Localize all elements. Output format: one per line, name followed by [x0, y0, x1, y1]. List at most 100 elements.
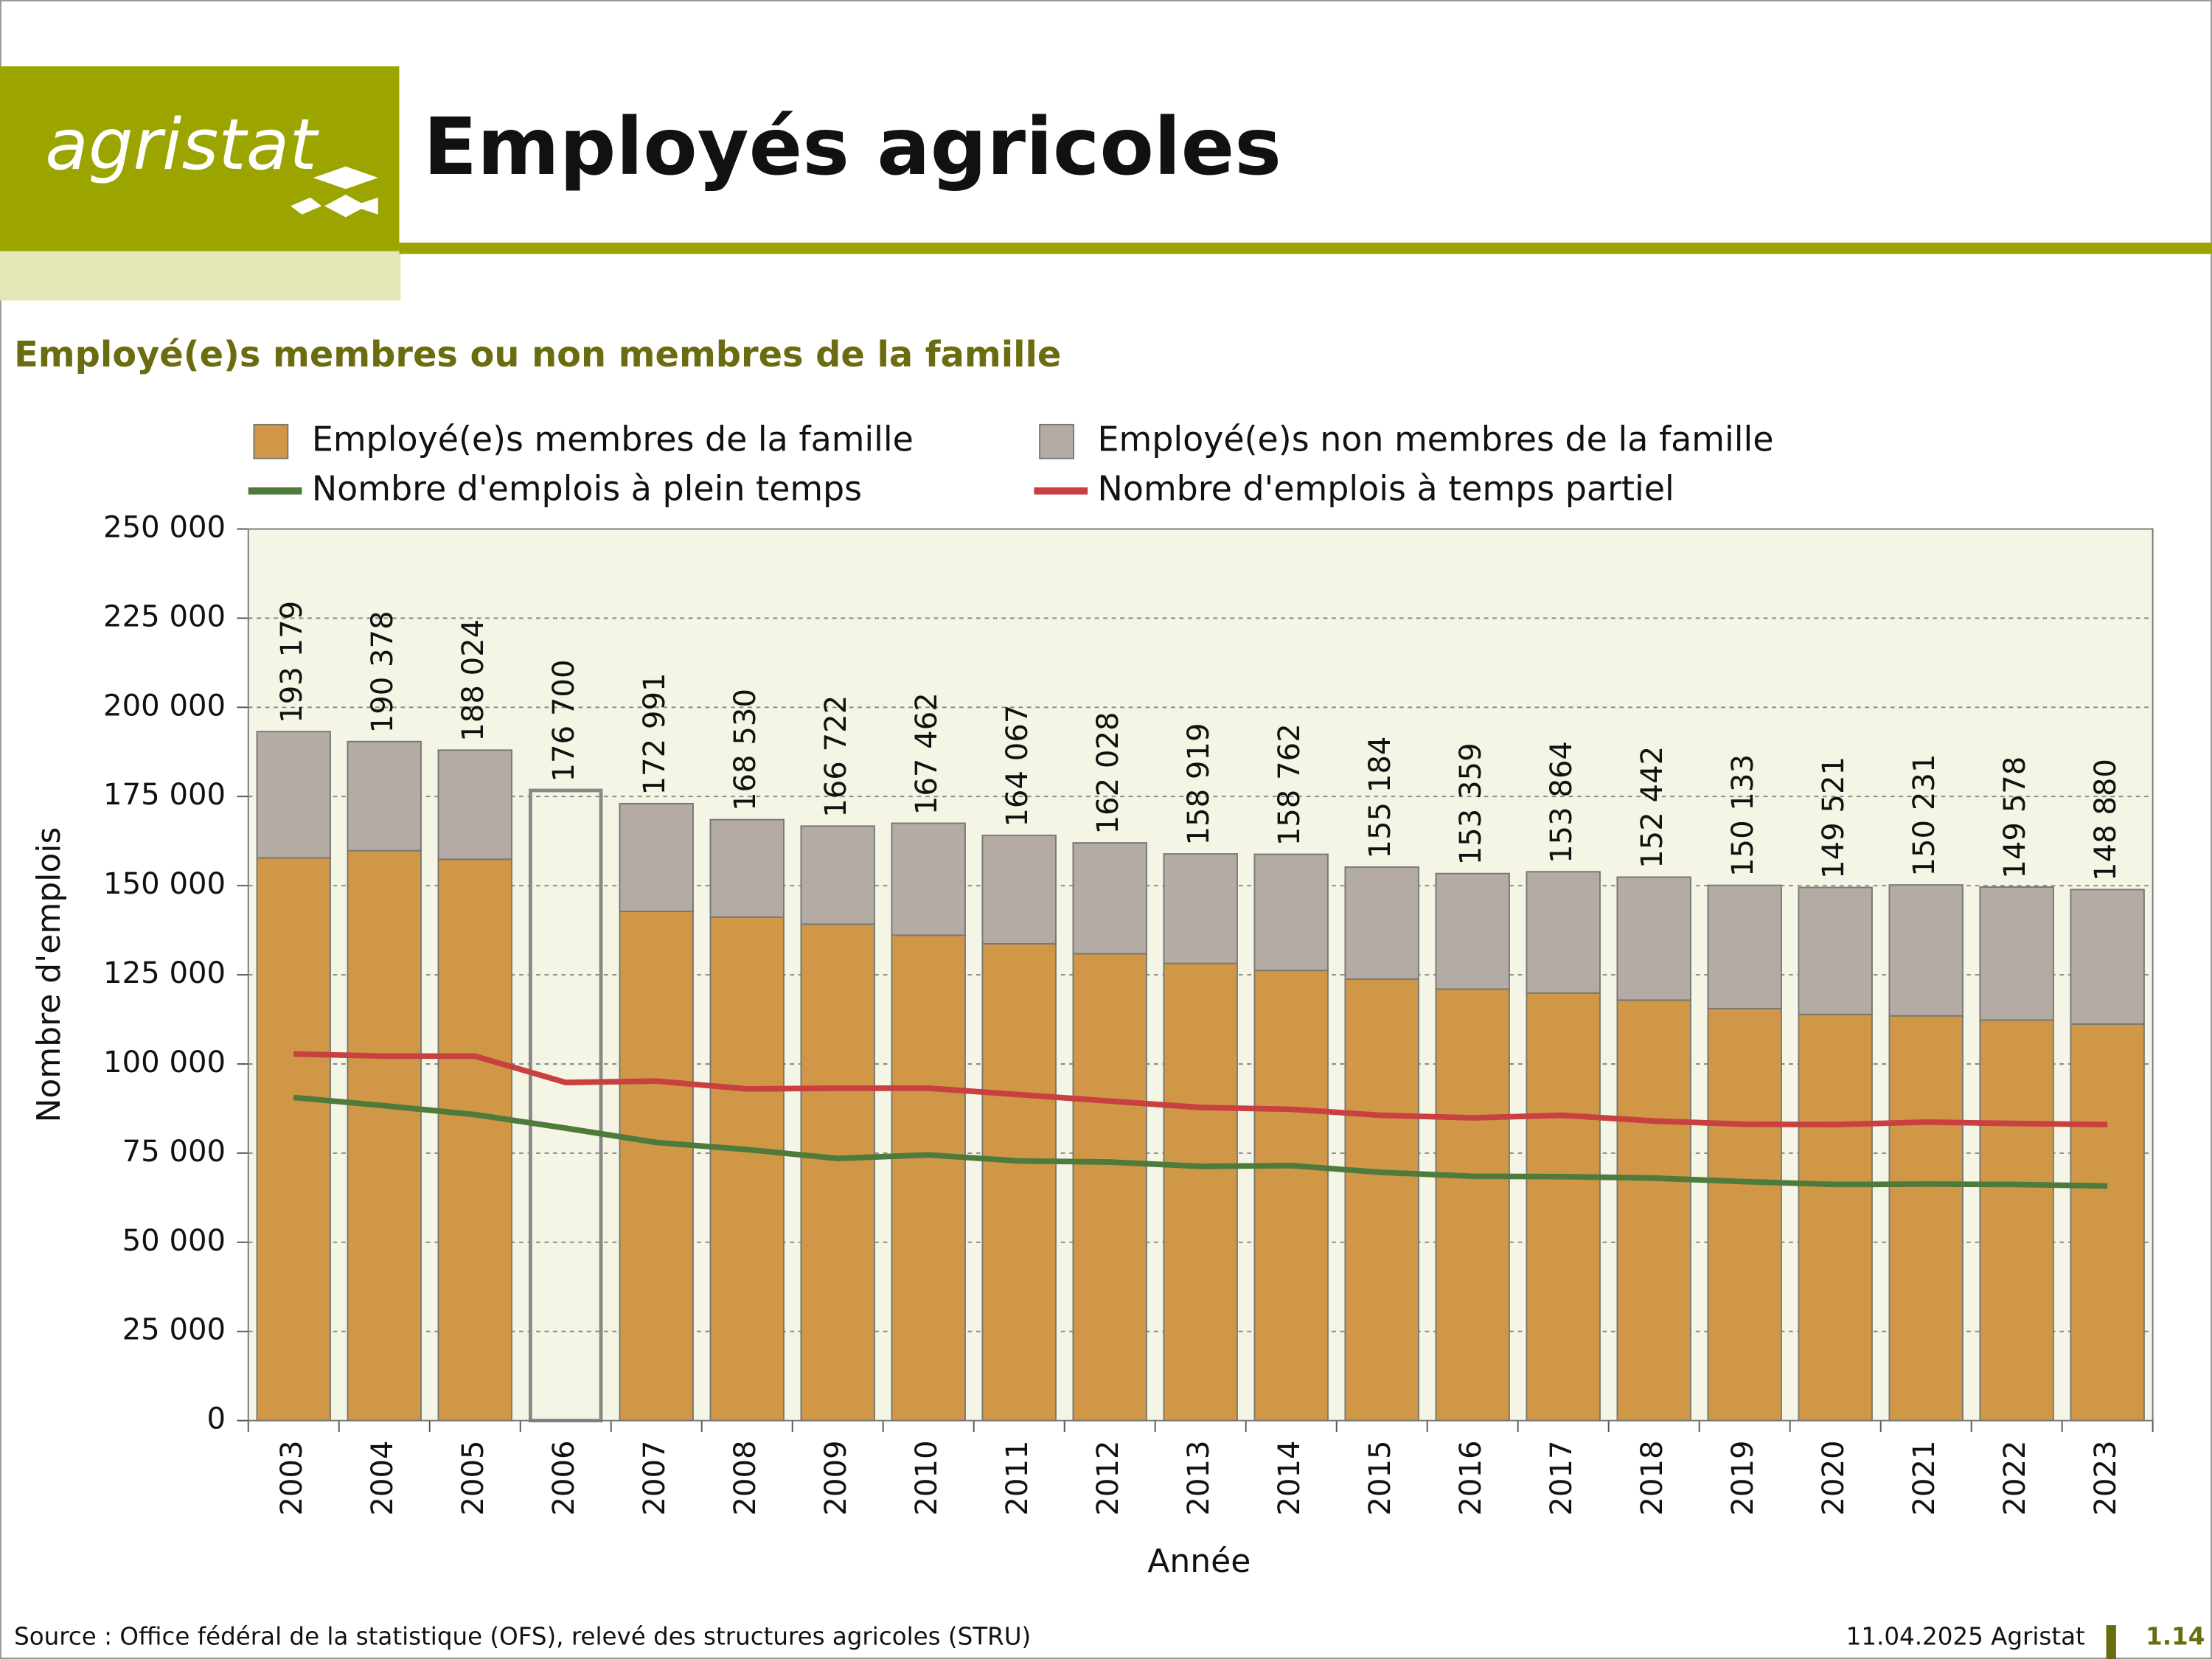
line: [293, 1051, 2108, 1128]
x-tick-label: 2008: [728, 1440, 762, 1515]
legend-label: Employé(e)s membres de la famille: [312, 419, 914, 459]
legend-swatch: [1039, 423, 1074, 459]
x-tick-label: 2020: [1817, 1440, 1851, 1515]
x-tick-label: 2021: [1907, 1440, 1941, 1515]
date: 11.04.2025 Agristat: [1846, 1622, 2085, 1650]
page-marker: [2106, 1625, 2116, 1659]
bar-segment: [1798, 886, 1873, 1015]
bar-segment: [256, 857, 331, 1422]
y-tick-label: 100 000: [103, 1046, 226, 1079]
logo-box: [0, 66, 400, 251]
page-title: Employés agricoles: [423, 102, 1281, 193]
legend-label: Employé(e)s non membres de la famille: [1098, 419, 1774, 459]
total-label: 158 762: [1273, 723, 1307, 846]
bar-segment: [437, 858, 512, 1422]
bar-segment: [1435, 988, 1510, 1422]
x-tick-label: 2019: [1726, 1440, 1760, 1515]
x-tick-label: 2007: [638, 1440, 672, 1515]
total-label: 155 184: [1363, 737, 1397, 859]
bar-segment: [1888, 884, 1964, 1017]
bar-segment: [1979, 886, 2054, 1021]
y-tick-label: 225 000: [103, 599, 226, 633]
y-tick-label: 125 000: [103, 956, 226, 990]
bar-segment: [1253, 970, 1329, 1422]
bar-segment: [709, 818, 785, 918]
bar-segment: [1707, 1008, 1782, 1422]
x-tick-label: 2018: [1635, 1440, 1669, 1515]
line: [293, 1094, 2108, 1189]
legend-swatch: [253, 423, 289, 459]
total-label: 150 133: [1726, 754, 1760, 877]
x-tick-label: 2003: [275, 1440, 309, 1515]
bar-segment: [1163, 962, 1238, 1422]
plot: 0 25 000 50 000 75 000 100 000 125 000 150 000…: [103, 510, 2154, 1516]
total-label: 150 231: [1907, 754, 1941, 876]
bar-segment: [1707, 884, 1782, 1009]
bar-segment: [1888, 1015, 1964, 1422]
bar-segment: [1526, 871, 1601, 994]
bar-segment: [437, 749, 512, 860]
bar-segment: [891, 822, 966, 936]
x-tick-label: 2006: [547, 1440, 581, 1515]
total-label: 148 880: [2089, 759, 2123, 881]
bar-segment: [2070, 1023, 2145, 1422]
x-tick-label: 2017: [1545, 1440, 1579, 1515]
y-tick-label: 175 000: [103, 778, 226, 812]
chart-title: Employé(e)s membres ou non membres de la…: [14, 335, 1061, 375]
total-label: 152 442: [1635, 746, 1669, 869]
x-tick-label: 2009: [819, 1440, 853, 1515]
bar-segment: [347, 740, 422, 852]
total-label: 176 700: [547, 659, 581, 782]
bar-segment: [1253, 853, 1329, 972]
bar-segment: [1435, 872, 1510, 990]
legend-label: Nombre d'emplois à plein temps: [312, 468, 862, 508]
bar-segment: [1344, 866, 1419, 980]
bar-segment: [1344, 978, 1419, 1422]
y-axis-label: Nombre d'emplois: [30, 827, 68, 1123]
header-strip: [0, 251, 401, 301]
total-label: 158 919: [1182, 723, 1216, 845]
bar-segment: [1526, 992, 1601, 1422]
bar-segment: [1163, 853, 1238, 964]
total-label: 153 864: [1545, 741, 1579, 863]
y-tick-label: 150 000: [103, 867, 226, 901]
bar-segment: [891, 934, 966, 1422]
logo-text: agristat: [45, 103, 319, 186]
y-tick-label: 200 000: [103, 689, 226, 723]
x-tick-label: 2022: [1998, 1440, 2032, 1515]
x-tick-label: 2012: [1091, 1440, 1125, 1515]
total-label: 149 578: [1998, 757, 2032, 879]
total-label: 164 067: [1001, 705, 1034, 827]
bar-segment: [619, 802, 694, 912]
total-label: 166 722: [819, 695, 853, 818]
plot-border: [247, 528, 2154, 1422]
y-tick-label: 75 000: [122, 1135, 226, 1169]
y-tick-label: 50 000: [122, 1224, 226, 1258]
bar-segment: [709, 916, 785, 1422]
bar-segment: [1798, 1013, 1873, 1422]
bar-segment: [1616, 999, 1691, 1422]
bar-segment: [1072, 953, 1147, 1422]
total-label: 162 028: [1091, 712, 1125, 834]
total-label: 168 530: [728, 689, 762, 811]
x-axis-label: Année: [1147, 1543, 1251, 1580]
bar-segment: [2070, 888, 2145, 1025]
bar-segment: [347, 849, 422, 1422]
total-label: 149 521: [1817, 757, 1851, 879]
source: Source : Office fédéral de la statistiqu…: [14, 1622, 1031, 1650]
x-tick-label: 2004: [366, 1440, 400, 1515]
total-label: 172 991: [638, 672, 672, 795]
x-tick-label: 2015: [1363, 1440, 1397, 1515]
y-tick-label: 25 000: [122, 1313, 226, 1347]
x-tick-label: 2014: [1273, 1440, 1307, 1515]
y-tick-label: 250 000: [103, 510, 226, 544]
x-tick-label: 2011: [1001, 1440, 1034, 1515]
x-tick-label: 2013: [1182, 1440, 1216, 1515]
bar-segment: [800, 923, 875, 1422]
x-tick-label: 2010: [910, 1440, 944, 1515]
bar-segment: [1072, 842, 1147, 955]
bar-segment: [1616, 876, 1691, 1001]
bar-segment: [619, 911, 694, 1422]
